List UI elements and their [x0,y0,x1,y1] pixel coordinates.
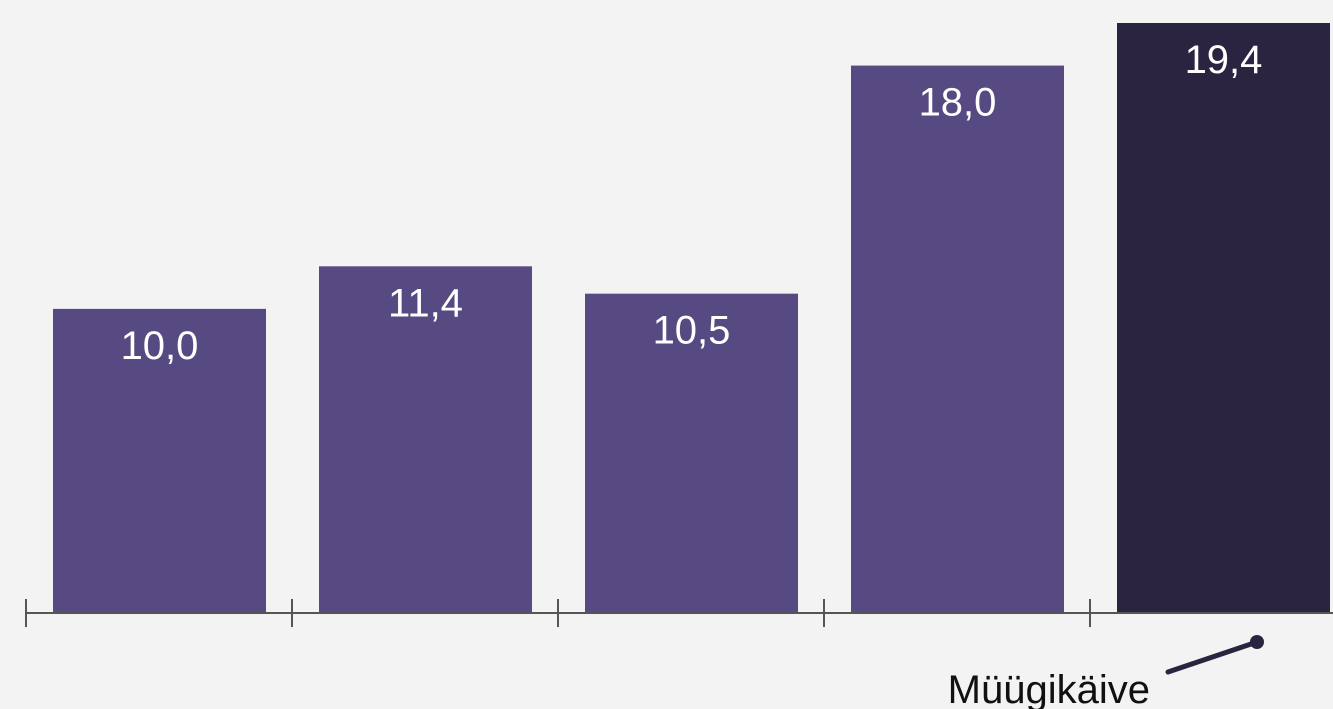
annotation-leader-line [1165,639,1260,675]
bar-4 [851,65,1064,613]
x-axis [25,599,1333,627]
bar-5 [1117,23,1330,613]
annotation-dot [1250,635,1264,649]
annotation-label: Müügikäive [948,668,1150,709]
bar-value-label-5: 19,4 [1185,38,1263,82]
annotation: Müügikäive [948,635,1264,709]
bars-layer: 10,0 11,4 10,5 18,0 19,4 [53,23,1330,613]
bar-3 [585,293,798,613]
bar-1 [53,308,266,613]
bar-value-label-4: 18,0 [919,81,997,125]
bar-value-label-3: 10,5 [653,309,731,353]
bar-2 [319,266,532,613]
bar-value-label-2: 11,4 [388,281,463,325]
bar-value-label-1: 10,0 [121,324,199,368]
